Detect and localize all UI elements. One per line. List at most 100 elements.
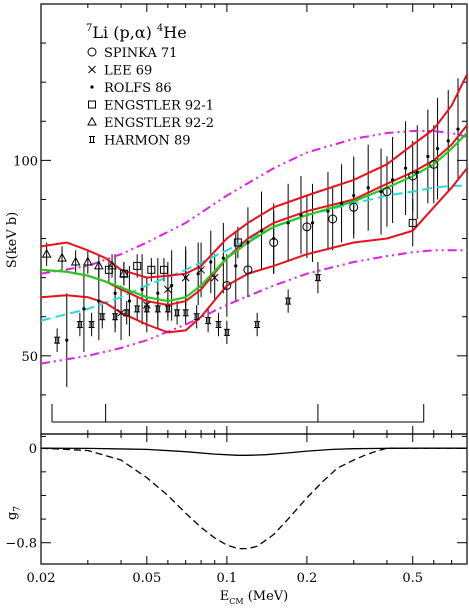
point-s2-p16 (286, 221, 290, 225)
legend-label-2: ROLFS 86 (104, 81, 172, 96)
point-s2-p19 (326, 209, 330, 213)
point-s2-p2 (97, 299, 101, 303)
point-s4-p5 (107, 260, 117, 270)
point-s5-p3 (99, 313, 106, 321)
point-s2-p11 (221, 256, 225, 260)
x-tick-label-1: 0.05 (132, 571, 161, 586)
point-s2-p10 (209, 260, 213, 264)
title-close: ) (146, 23, 157, 42)
point-s5-p16 (254, 321, 261, 329)
point-s2-p24 (390, 178, 395, 182)
point-s2-p3 (113, 291, 117, 295)
point-s1-p2-stroke-b (164, 285, 172, 294)
point-s2-p20 (339, 201, 344, 205)
point-s1-p0 (117, 308, 125, 317)
legend-marker-1-stroke-b (88, 65, 96, 74)
y-axis-label-bottom: g7 (5, 506, 23, 520)
y-axis-label-bottom-sub: 7 (13, 506, 23, 512)
point-s4-p0 (41, 248, 52, 258)
x-tick-label-0: 0.02 (27, 571, 56, 586)
legend-label-4: ENGSTLER 92-2 (104, 116, 214, 131)
point-s2-p13 (246, 240, 250, 245)
point-s5-p6 (134, 305, 141, 313)
point-s5-p2 (88, 321, 95, 329)
point-s4-p6 (119, 268, 129, 278)
point-s2-p18 (310, 221, 315, 225)
title-product: He (163, 23, 186, 42)
point-s2-p21 (352, 193, 356, 198)
point-s5-p8 (154, 305, 161, 313)
legend-label-3: ENGSTLER 92-1 (104, 99, 214, 114)
point-s2-p22 (366, 186, 370, 190)
point-s1-p2 (164, 285, 172, 294)
point-s5-p14 (215, 321, 222, 329)
x-axis-label-base: E (220, 589, 230, 604)
point-s3-p2 (133, 261, 142, 270)
point-s2-p15 (272, 236, 276, 241)
point-s2-p17 (299, 213, 303, 217)
point-s5-p12 (193, 313, 200, 321)
legend-marker-0 (87, 47, 97, 57)
legend-marker-3 (88, 100, 96, 109)
point-s2-p9 (196, 272, 200, 276)
point-s5-p0 (54, 336, 61, 344)
point-s2-p27 (426, 154, 430, 159)
curve-fit (41, 132, 467, 303)
point-s5-p18 (314, 274, 321, 282)
point-s0-p0 (222, 280, 232, 290)
x-axis-label-unit: (MeV) (244, 589, 289, 604)
point-s2-p25 (403, 166, 408, 170)
point-s1-p4-stroke-b (197, 265, 205, 274)
point-s5-p7 (143, 305, 150, 313)
point-s0-p1 (243, 265, 253, 275)
y-tick-label-top-1: 100 (13, 154, 38, 169)
point-s5-p9 (164, 305, 171, 313)
point-s5-p4 (112, 313, 119, 321)
point-s4-p1 (57, 252, 67, 262)
point-s5-p10 (174, 309, 181, 317)
point-s1-p5-stroke-b (210, 273, 219, 282)
point-s1-p1 (142, 301, 151, 309)
point-s1-p0-stroke-b (117, 308, 125, 317)
y-axis-label-top: S(keV b) (5, 212, 20, 268)
legend-label-1: LEE 69 (104, 64, 152, 79)
y-axis-label-bottom-base: g (5, 512, 20, 520)
point-s2-p23 (379, 190, 383, 194)
x-tick-label-2: 0.1 (217, 571, 238, 586)
x-tick-label-3: 0.2 (297, 571, 318, 586)
point-s5-p5 (123, 309, 130, 317)
x-axis-label-sub: CM (229, 597, 243, 606)
point-s0-p3 (302, 222, 312, 232)
point-s0-p7 (408, 171, 418, 181)
curve-dashdot-lower (41, 249, 467, 365)
point-s2-p6 (156, 291, 160, 295)
point-s3-p5 (233, 238, 242, 247)
point-s2-p7 (170, 283, 174, 288)
point-s5-p11 (182, 309, 189, 317)
y-tick-label-bottom-0: 0 (29, 442, 37, 457)
g7-panel: 0.02 0.05 0.1 0.2 0.5 0 −0.8 (5, 433, 468, 586)
legend-marker-2 (90, 85, 94, 89)
x-axis-label: ECM (MeV) (220, 589, 288, 606)
legend-label-0: SPINKA 71 (104, 46, 177, 61)
g7-curve-solid (40, 447, 467, 456)
point-s3-p4 (159, 265, 168, 274)
point-s4-p4 (93, 260, 104, 270)
point-s4-p3 (82, 256, 93, 266)
point-s2-p1 (82, 307, 86, 311)
point-s0-p4 (328, 214, 338, 224)
s-factor-panel: 50 100 SPINKA 71 LEE 69 ROLFS 86 ENGSTLER 92-… (13, 3, 468, 435)
legend-label-5: HARMON 89 (104, 134, 191, 149)
title-product-mass: 4 (157, 23, 163, 34)
point-s2-p5 (140, 287, 144, 291)
title-mass-number: 7 (86, 23, 92, 34)
point-s2-p30 (456, 127, 460, 131)
curve-band-lower (41, 167, 467, 334)
g7-curve-dashed (40, 447, 467, 550)
point-s1-p1-stroke-b (142, 301, 151, 309)
y-tick-label-top-0: 50 (21, 350, 38, 365)
point-s3-p6 (408, 218, 417, 227)
point-s4-p2 (70, 256, 81, 266)
point-s5-p15 (223, 328, 230, 336)
